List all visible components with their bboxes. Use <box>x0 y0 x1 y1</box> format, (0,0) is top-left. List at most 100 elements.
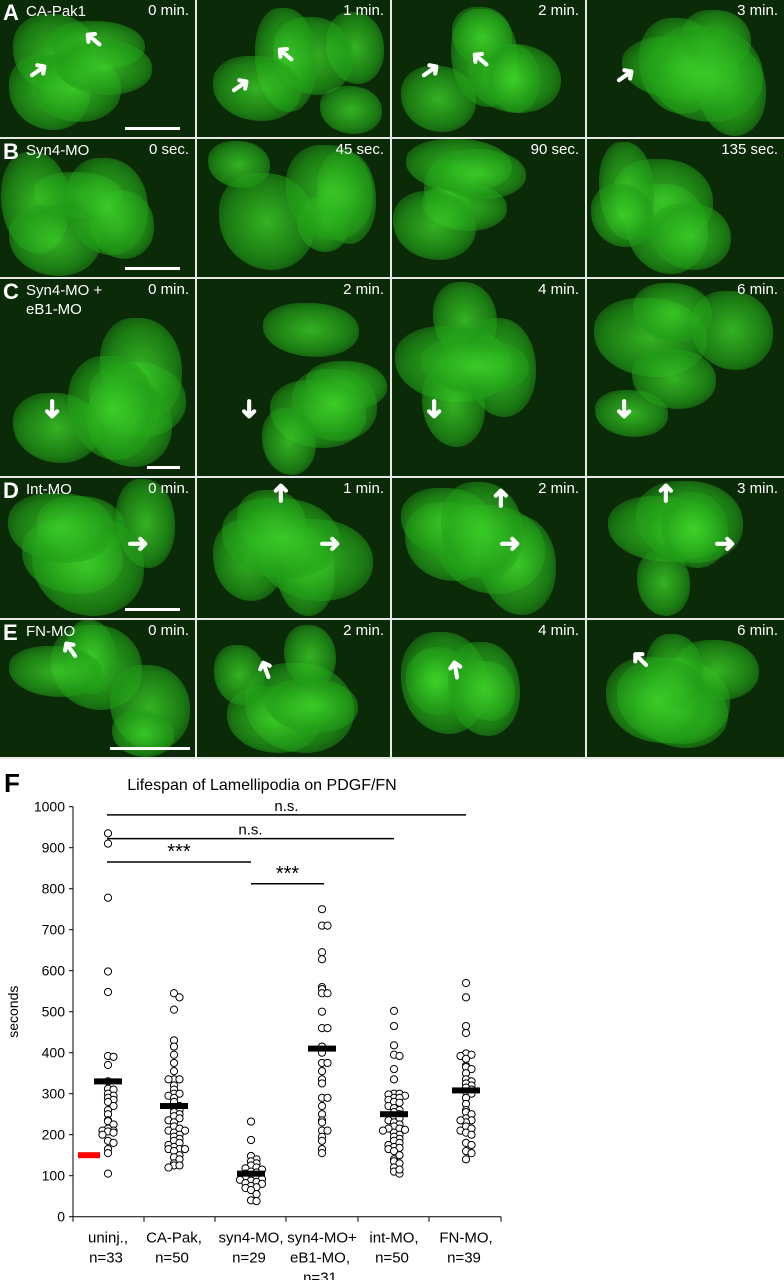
scale-bar <box>125 608 180 611</box>
x-tick-label: uninj., <box>88 1230 128 1247</box>
data-point <box>317 1118 327 1127</box>
arrow-icon: ➜ <box>234 398 265 420</box>
arrow-icon: ➜ <box>319 528 341 558</box>
arrow-icon: ➜ <box>609 398 640 420</box>
lifespan-chart: F Lifespan of Lamellipodia on PDGF/FN 0 100… <box>4 768 502 1280</box>
panel-letter: D <box>3 478 19 503</box>
cell-body <box>487 43 541 114</box>
x-tick-label: int-MO, <box>369 1230 418 1247</box>
data-point <box>400 1125 410 1134</box>
data-point <box>103 1149 113 1158</box>
data-point <box>467 1149 476 1158</box>
data-point <box>389 1065 399 1074</box>
x-tick-label: n=50 <box>155 1250 189 1267</box>
cell-body <box>432 148 526 199</box>
cell-body <box>447 642 520 737</box>
cell-body <box>54 40 152 95</box>
cell-body <box>262 303 359 358</box>
cell-body <box>661 491 728 569</box>
data-point <box>317 1149 327 1158</box>
y-tick-label: 300 <box>42 1086 66 1102</box>
data-point <box>317 1079 327 1088</box>
arrow-icon: ➜ <box>37 398 68 420</box>
data-point <box>461 1054 471 1063</box>
data-point <box>323 921 332 930</box>
data-point <box>169 1005 179 1014</box>
data-point <box>389 1006 399 1015</box>
data-point <box>395 1165 404 1174</box>
cell-body <box>633 283 712 342</box>
cell-body <box>605 656 711 744</box>
condition-label: Int-MO <box>26 481 72 498</box>
data-point <box>467 1065 476 1074</box>
panel-letter: E <box>3 620 18 645</box>
micrograph-d-2: 2 min. ➜ ➜ <box>392 478 585 618</box>
timepoint-label: 6 min. <box>737 622 778 639</box>
micrograph-e-0: 0 min. E FN-MO ➜ <box>0 620 195 757</box>
arrow-icon: ➜ <box>499 528 521 558</box>
cell-body <box>214 645 266 705</box>
cell-body <box>7 492 114 563</box>
timepoint-label: 0 sec. <box>148 141 189 158</box>
cell-body <box>441 481 523 579</box>
data-point <box>169 989 179 998</box>
cell-body <box>590 183 654 248</box>
data-point <box>317 955 327 964</box>
timepoint-label: 2 min. <box>343 622 384 639</box>
micrograph-e-1: 2 min. ➜ <box>197 620 390 757</box>
data-point <box>317 905 327 914</box>
data-point <box>175 1161 184 1170</box>
y-tick-label: 200 <box>42 1127 66 1143</box>
timepoint-label: 90 sec. <box>530 141 579 158</box>
data-point <box>467 1050 476 1059</box>
timepoint-label: 1 min. <box>343 480 384 497</box>
significance-label: n.s. <box>274 798 298 815</box>
cell-body <box>66 158 149 256</box>
data-point <box>323 1126 332 1135</box>
data-point <box>103 839 113 848</box>
x-tick-label: n=50 <box>375 1250 409 1267</box>
y-tick-label: 800 <box>42 881 66 897</box>
timepoint-label: 2 min. <box>343 281 384 298</box>
timepoint-label: 2 min. <box>538 2 579 19</box>
data-point <box>169 1042 179 1051</box>
data-point <box>317 1136 327 1145</box>
timepoint-label: 0 min. <box>148 622 189 639</box>
data-point <box>175 1075 184 1084</box>
cell-body <box>594 390 668 438</box>
condition-label: FN-MO <box>26 623 76 640</box>
data-point <box>317 1101 327 1111</box>
data-point <box>389 1075 399 1084</box>
data-point <box>456 1116 465 1125</box>
data-point <box>467 1130 476 1139</box>
data-point <box>109 1128 118 1137</box>
scale-bar <box>125 267 180 270</box>
data-point <box>461 1021 471 1031</box>
data-point <box>175 1114 184 1123</box>
micrograph-d-0: 0 min. D Int-MO ➜ <box>0 478 195 618</box>
data-point <box>180 1126 190 1135</box>
arrow-icon: ➜ <box>419 398 450 420</box>
data-point <box>246 1185 256 1195</box>
timepoint-label: 1 min. <box>343 2 384 19</box>
x-tick-label: eB1-MO, <box>290 1250 350 1267</box>
arrow-icon: ➜ <box>714 528 736 558</box>
significance-label: n.s. <box>238 822 262 839</box>
significance-label: *** <box>167 841 191 863</box>
data-point <box>103 967 113 976</box>
micrograph-a-1: 1 min. ➜ ➜ <box>197 0 390 137</box>
data-point <box>103 829 113 838</box>
y-tick-label: 0 <box>57 1209 65 1225</box>
x-tick-label: FN-MO, <box>439 1230 492 1247</box>
cell-body <box>207 140 270 189</box>
data-point <box>395 1051 404 1061</box>
data-point <box>323 989 332 998</box>
micrograph-e-2: 4 min. ➜ <box>392 620 585 757</box>
y-tick-label: 500 <box>42 1004 66 1020</box>
y-tick-label: 600 <box>42 963 66 979</box>
x-tick-label: n=29 <box>232 1250 266 1267</box>
x-tick-label: n=31 <box>303 1270 337 1280</box>
micrograph-b-2: 90 sec.➜ <box>392 139 585 277</box>
data-point <box>169 1058 179 1068</box>
data-point <box>252 1197 261 1206</box>
